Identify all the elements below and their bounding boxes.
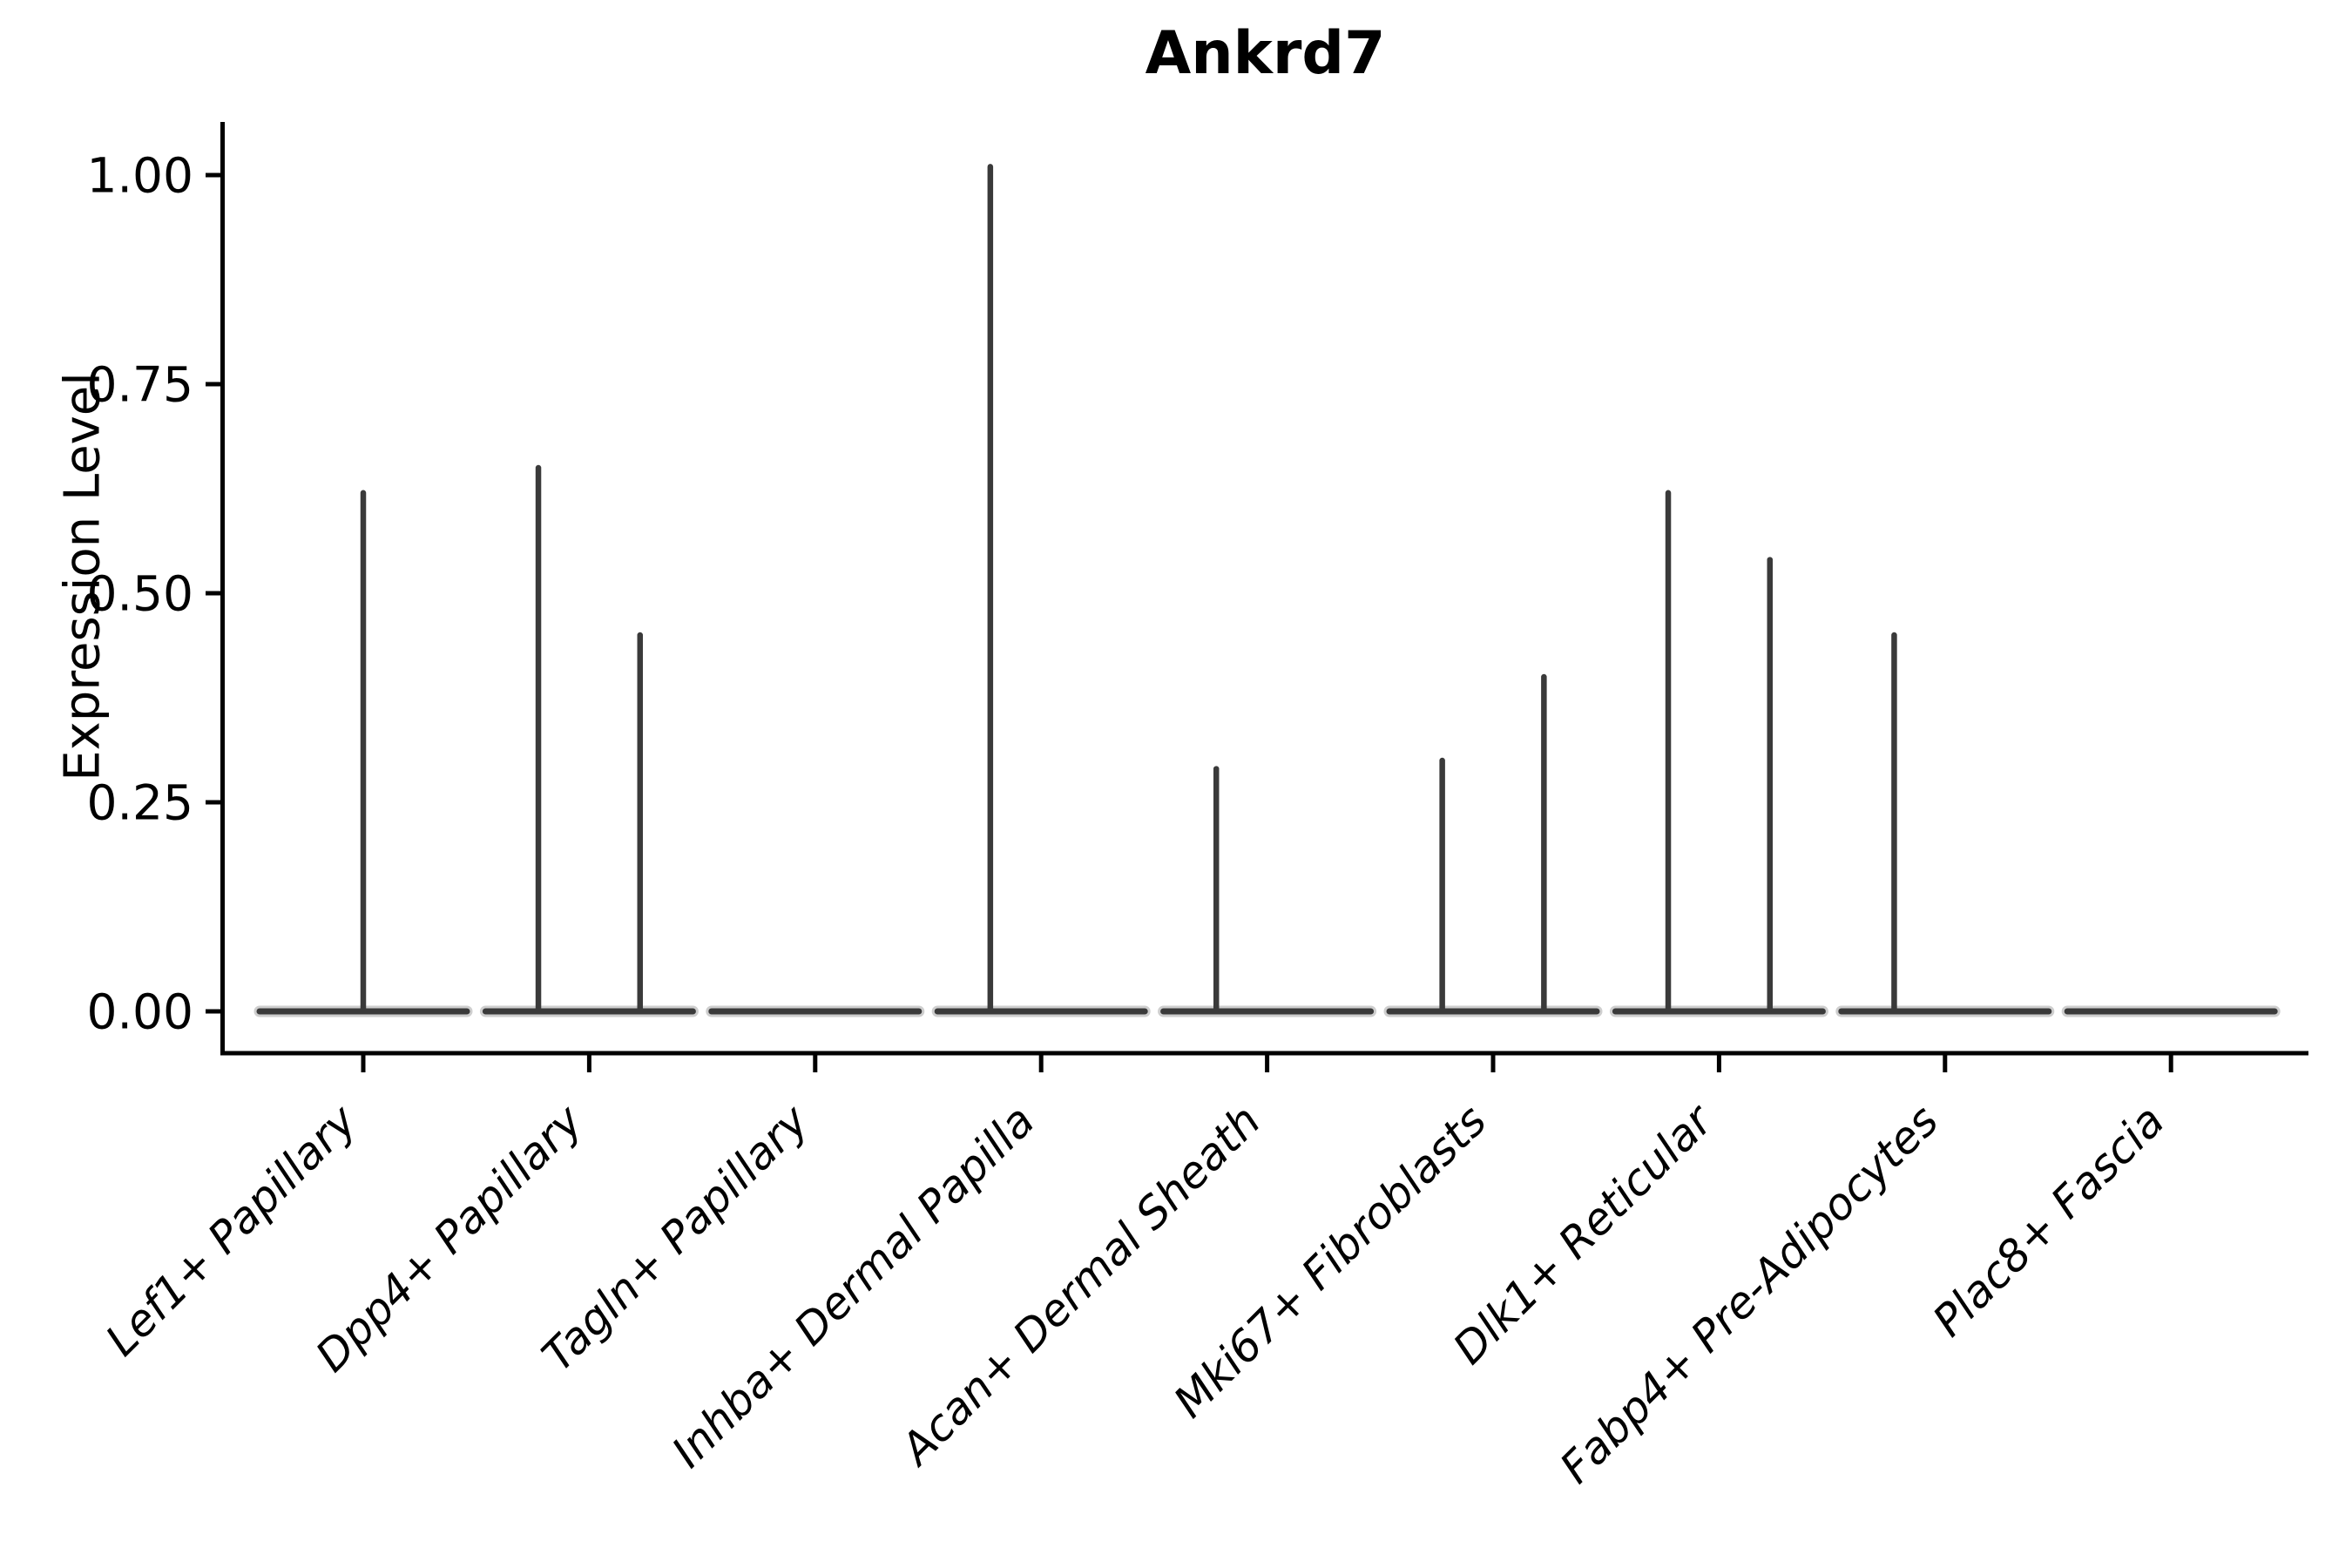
x-tick-label: Fabp4+ Pre-Adipocytes	[1551, 1095, 1949, 1493]
plot-title: Ankrd7	[1145, 19, 1386, 88]
x-tick-label: Acan+ Dermal Sheath	[889, 1095, 1270, 1476]
x-tick-label: Inhba+ Dermal Papilla	[662, 1095, 1044, 1477]
y-tick-label: 0.75	[87, 357, 193, 413]
y-tick-label: 1.00	[87, 148, 193, 204]
y-tick-label: 0.25	[87, 775, 193, 831]
y-tick-label: 0.50	[87, 566, 193, 622]
y-tick-label: 0.00	[87, 984, 193, 1040]
x-tick-label: Plac8+ Fascia	[1923, 1095, 2174, 1346]
